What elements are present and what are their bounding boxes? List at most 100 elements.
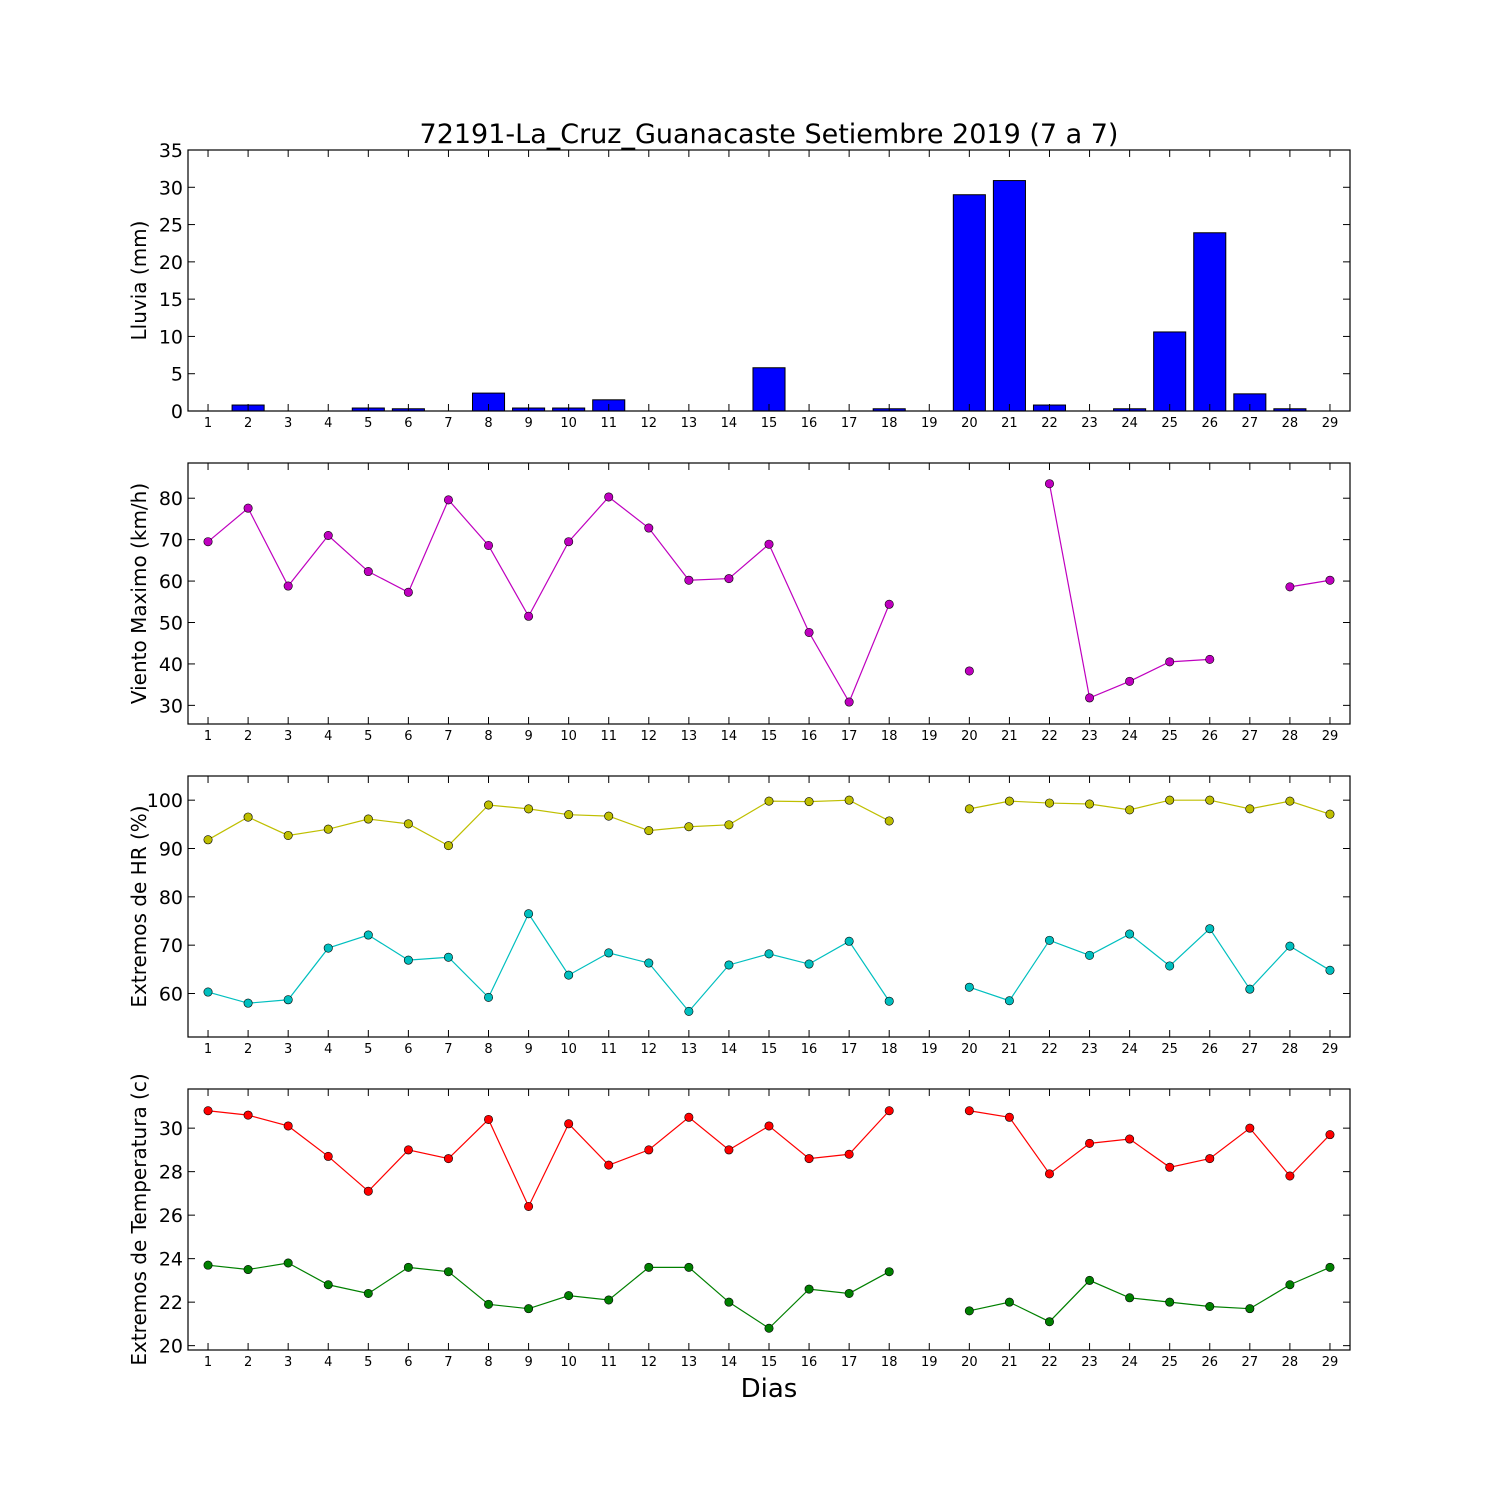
bar-day-15: [752, 367, 786, 412]
y-tick-label: 50: [159, 613, 183, 635]
series-1-point-day-27: [1245, 804, 1255, 814]
x-tick-label: 29: [1322, 416, 1339, 431]
series-1-point-day-7: [443, 495, 453, 505]
x-tick-label: 29: [1322, 1042, 1339, 1057]
x-tick-label: 24: [1121, 1355, 1138, 1370]
series-1-point-day-11: [604, 492, 614, 502]
x-tick-label: 20: [961, 729, 978, 744]
x-tick-label: 26: [1201, 416, 1218, 431]
y-tick-label: 10: [159, 326, 183, 348]
series-2-point-day-24: [1125, 929, 1135, 939]
x-tick-label: 28: [1282, 416, 1299, 431]
series-1-point-day-22: [1044, 798, 1054, 808]
series-1-point-day-6: [403, 1145, 413, 1155]
panel-frame: [187, 462, 1351, 725]
x-axis-label: Dias: [741, 1374, 798, 1404]
series-2-line: [969, 1266, 1331, 1323]
x-tick-label: 9: [524, 1355, 532, 1370]
series-2-point-day-3: [283, 1258, 293, 1268]
series-2-point-day-11: [604, 948, 614, 958]
series-1-point-day-9: [524, 804, 534, 814]
series-1-point-day-26: [1205, 1154, 1215, 1164]
series-2-point-day-7: [443, 952, 453, 962]
x-tick-label: 18: [881, 1042, 898, 1057]
series-2-point-day-4: [323, 1280, 333, 1290]
x-tick-label: 11: [600, 1042, 617, 1057]
x-tick-label: 27: [1242, 416, 1259, 431]
series-2-point-day-16: [804, 1284, 814, 1294]
series-1-point-day-5: [363, 814, 373, 824]
series-1-point-day-13: [684, 1112, 694, 1122]
x-tick-label: 8: [484, 1042, 492, 1057]
series-2-point-day-22: [1044, 935, 1054, 945]
x-tick-label: 25: [1161, 729, 1178, 744]
x-tick-label: 25: [1161, 1355, 1178, 1370]
series-1-point-day-6: [403, 819, 413, 829]
series-1-point-day-16: [804, 627, 814, 637]
x-tick-label: 28: [1282, 729, 1299, 744]
series-1-point-day-22: [1044, 479, 1054, 489]
x-tick-label: 2: [244, 1042, 252, 1057]
x-tick-label: 29: [1322, 1355, 1339, 1370]
series-2-point-day-15: [764, 1323, 774, 1333]
series-1-point-day-23: [1085, 1138, 1095, 1148]
x-tick-label: 19: [921, 729, 938, 744]
y-tick-label: 30: [159, 177, 183, 199]
y-tick-label: 0: [171, 401, 183, 423]
x-tick-label: 12: [641, 1042, 658, 1057]
series-2-point-day-17: [844, 936, 854, 946]
y-tick-label: 22: [159, 1292, 183, 1314]
series-1-point-day-25: [1165, 1162, 1175, 1172]
series-2-point-day-10: [564, 1291, 574, 1301]
x-tick-label: 9: [524, 729, 532, 744]
series-2-point-day-26: [1205, 924, 1215, 934]
series-1-point-day-20: [964, 1106, 974, 1116]
series-1-point-day-5: [363, 567, 373, 577]
series-1-line: [969, 799, 1331, 815]
series-2-point-day-16: [804, 959, 814, 969]
x-tick-label: 16: [801, 1355, 818, 1370]
series-1-point-day-29: [1325, 575, 1335, 585]
series-1-point-day-18: [884, 599, 894, 609]
y-tick-label: 90: [159, 839, 183, 861]
x-tick-label: 10: [560, 416, 577, 431]
series-1-point-day-10: [564, 537, 574, 547]
x-tick-label: 20: [961, 1042, 978, 1057]
y-tick-label: 20: [159, 252, 183, 274]
x-tick-label: 14: [721, 416, 738, 431]
series-1-point-day-3: [283, 830, 293, 840]
x-tick-label: 1: [204, 1042, 212, 1057]
y-tick-label: 26: [159, 1205, 183, 1227]
series-2-point-day-24: [1125, 1293, 1135, 1303]
series-1-point-day-12: [644, 523, 654, 533]
series-1-point-day-4: [323, 1151, 333, 1161]
x-tick-label: 8: [484, 416, 492, 431]
x-tick-label: 24: [1121, 1042, 1138, 1057]
series-2-point-day-14: [724, 960, 734, 970]
series-1-point-day-28: [1285, 1171, 1295, 1181]
x-tick-label: 16: [801, 729, 818, 744]
series-1-point-day-9: [524, 1201, 534, 1211]
x-tick-label: 17: [841, 729, 858, 744]
x-tick-label: 23: [1081, 1042, 1098, 1057]
x-tick-label: 27: [1242, 729, 1259, 744]
series-2-point-day-8: [484, 1299, 494, 1309]
series-2-point-day-8: [484, 992, 494, 1002]
series-1-point-day-10: [564, 1119, 574, 1129]
series-2-line: [207, 1262, 890, 1330]
series-1-point-day-24: [1125, 805, 1135, 815]
series-2-point-day-12: [644, 1262, 654, 1272]
series-2-point-day-21: [1004, 996, 1014, 1006]
series-2-point-day-5: [363, 1288, 373, 1298]
bar-day-20: [952, 194, 986, 412]
x-tick-label: 12: [641, 1355, 658, 1370]
series-2-point-day-9: [524, 909, 534, 919]
y-tick-label: 35: [159, 140, 183, 162]
x-tick-label: 26: [1201, 1042, 1218, 1057]
x-tick-label: 5: [364, 1042, 372, 1057]
x-tick-label: 18: [881, 416, 898, 431]
series-1-point-day-11: [604, 1160, 614, 1170]
